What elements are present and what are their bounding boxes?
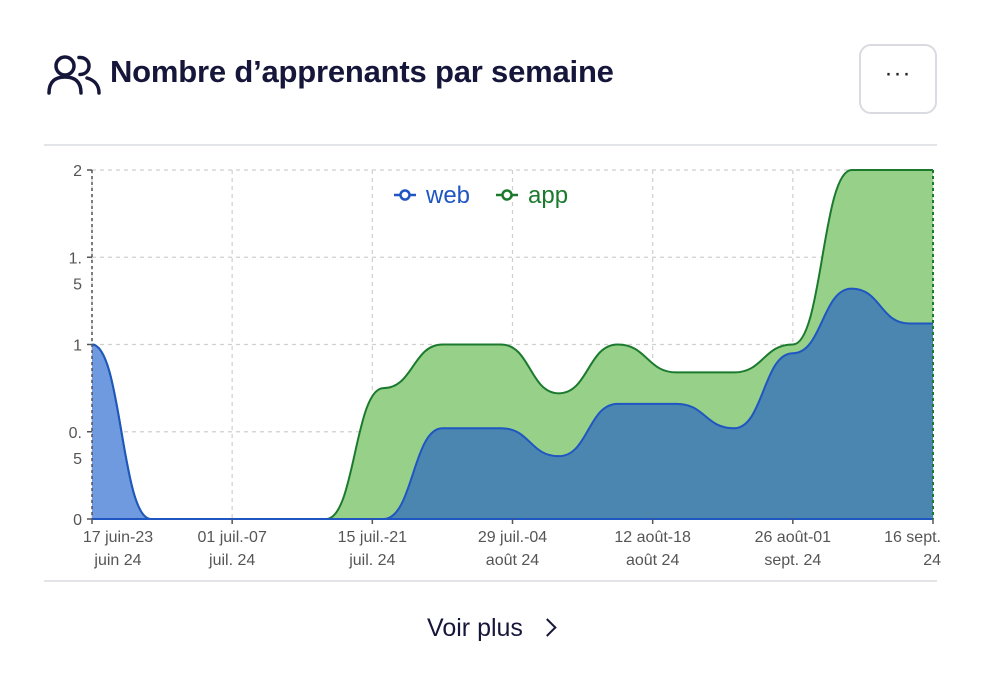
legend-marker: [399, 189, 411, 201]
legend-label: web: [425, 182, 470, 209]
y-tick-label: 1.: [69, 250, 82, 267]
x-tick-label: 29 juil.-04: [478, 529, 547, 546]
legend-label: app: [528, 182, 568, 209]
x-tick-label: 15 juil.-21: [338, 529, 407, 546]
card-header: Nombre d’apprenants par semaine ···: [44, 44, 937, 116]
x-tick-label: 01 juil.-07: [197, 529, 266, 546]
y-tick-label: 0.: [69, 425, 82, 442]
y-tick-label: 5: [73, 276, 82, 293]
y-tick-label: 1: [73, 338, 82, 355]
ellipsis-icon: ···: [884, 60, 912, 87]
page-title: Nombre d’apprenants par semaine: [110, 54, 614, 89]
x-tick-label: juil. 24: [208, 552, 255, 569]
x-tick-label: 12 août-18: [614, 529, 691, 546]
y-tick-label: 5: [73, 451, 82, 468]
chevron-right-icon: [538, 618, 557, 637]
legend-marker: [501, 189, 513, 201]
area-web: [92, 288, 933, 519]
see-more-label: Voir plus: [427, 614, 523, 642]
top-divider: [44, 144, 937, 146]
x-tick-label: 17 juin-23: [83, 529, 153, 546]
x-tick-label: août 24: [486, 552, 539, 569]
see-more-link[interactable]: Voir plus: [0, 614, 981, 643]
x-tick-label: août 24: [626, 552, 679, 569]
x-tick-label: 16 sept.: [884, 529, 941, 546]
x-tick-label: 26 août-01: [755, 529, 832, 546]
x-tick-label: 24: [923, 552, 941, 569]
x-tick-label: sept. 24: [764, 552, 821, 569]
area-app: [92, 170, 933, 519]
more-options-button[interactable]: ···: [859, 44, 937, 114]
users-icon: [47, 55, 101, 95]
x-tick-label: juin 24: [93, 552, 141, 569]
y-tick-label: 2: [73, 163, 82, 180]
bottom-divider: [44, 580, 937, 582]
y-tick-label: 0: [73, 512, 82, 529]
area-chart: 0 0. 5 1 1. 5 2 17 juin-23 juin 24 01 juil.-07 jui…: [69, 163, 941, 569]
x-tick-label: juil. 24: [348, 552, 395, 569]
